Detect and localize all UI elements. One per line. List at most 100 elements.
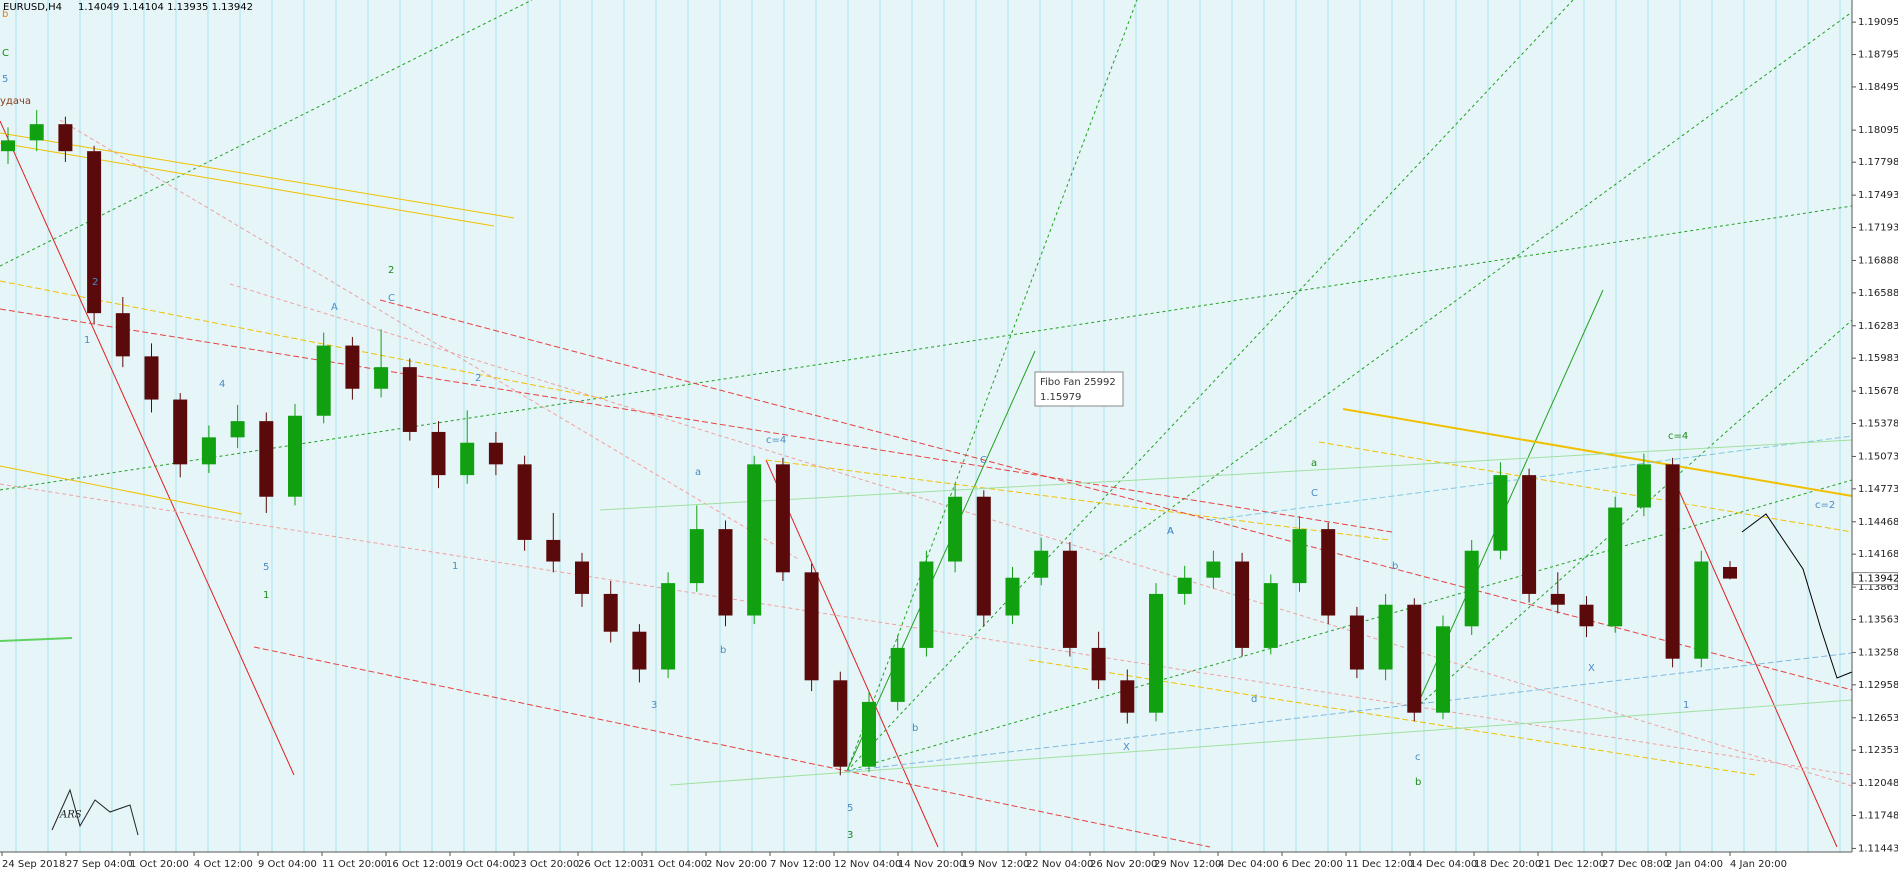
- wave-label: 2: [475, 373, 481, 384]
- wave-label: 1: [263, 590, 269, 601]
- candle-body: [976, 496, 991, 616]
- candle-body: [775, 464, 790, 573]
- x-tick-label: 11 Oct 20:00: [322, 859, 387, 870]
- symbol: EURUSD,H4: [3, 2, 62, 13]
- x-tick-label: 4 Jan 20:00: [1730, 859, 1787, 870]
- y-tick-label: 1.13863: [1858, 582, 1898, 593]
- candle-body: [1407, 604, 1422, 713]
- y-tick-label: 1.12958: [1858, 680, 1898, 691]
- candle-body: [58, 124, 73, 152]
- x-tick-label: 26 Nov 20:00: [1090, 859, 1157, 870]
- wave-label: c: [1415, 752, 1421, 763]
- y-tick-label: 1.14168: [1858, 549, 1898, 560]
- candle-body: [948, 496, 963, 562]
- y-tick-label: 1.18495: [1858, 82, 1898, 93]
- candle-body: [1149, 593, 1163, 713]
- y-tick-label: 1.16888: [1858, 255, 1898, 266]
- x-tick-label: 24 Sep 2018: [2, 859, 65, 870]
- candle-body: [402, 367, 417, 432]
- wave-label: X: [1123, 742, 1130, 753]
- candle-body: [288, 415, 302, 497]
- candle-body: [87, 151, 102, 314]
- wave-label: c=4: [1668, 431, 1688, 442]
- x-tick-label: 2 Nov 20:00: [706, 859, 767, 870]
- x-tick-label: 27 Dec 08:00: [1602, 859, 1669, 870]
- y-tick-label: 1.18095: [1858, 125, 1898, 136]
- candle-body: [1464, 550, 1479, 627]
- wave-label: b: [1415, 777, 1421, 788]
- x-tick-label: 4 Dec 04:00: [1218, 859, 1279, 870]
- plot-background: [0, 0, 1852, 852]
- y-tick-label: 1.12048: [1858, 778, 1898, 789]
- y-tick-label: 1.16588: [1858, 288, 1898, 299]
- candle-body: [345, 345, 360, 389]
- candle-body: [546, 539, 561, 562]
- wave-label: 5: [263, 562, 269, 573]
- x-tick-label: 2 Jan 04:00: [1666, 859, 1723, 870]
- candle-body: [1694, 561, 1709, 659]
- candle-body: [1550, 593, 1565, 605]
- candle-body: [575, 561, 589, 594]
- y-tick-label: 1.12653: [1858, 713, 1898, 724]
- wave-label: b: [2, 9, 8, 20]
- y-tick-label: 1.17193: [1858, 223, 1898, 234]
- candle-body: [230, 421, 245, 438]
- x-tick-label: 26 Oct 12:00: [578, 859, 643, 870]
- wave-label: 5: [2, 74, 8, 85]
- last-price-box: [1852, 572, 1898, 586]
- x-tick-label: 6 Dec 20:00: [1282, 859, 1343, 870]
- quote: 1.14049 1.14104 1.13935 1.13942: [78, 2, 253, 13]
- candle-body: [431, 431, 446, 476]
- wave-label: c=4: [766, 435, 786, 446]
- candle-body: [1, 140, 15, 152]
- y-tick-label: 1.14468: [1858, 517, 1898, 528]
- candle-body: [1120, 680, 1135, 713]
- candle-body: [517, 464, 532, 540]
- wave-label: 2: [92, 277, 98, 288]
- wave-label: удача: [0, 96, 31, 107]
- wave-label: C: [388, 293, 395, 304]
- wave-label: a: [695, 467, 701, 478]
- x-tick-label: 12 Nov 04:00: [834, 859, 901, 870]
- candle-body: [173, 399, 188, 465]
- x-tick-label: 9 Oct 04:00: [258, 859, 317, 870]
- x-tick-label: 21 Dec 12:00: [1538, 859, 1605, 870]
- candle-body: [1235, 561, 1250, 648]
- wave-label: 1: [84, 335, 90, 346]
- x-tick-label: 4 Oct 12:00: [194, 859, 253, 870]
- x-tick-label: 14 Nov 20:00: [898, 859, 965, 870]
- candle-body: [1349, 615, 1364, 670]
- candle-body: [689, 529, 704, 584]
- candle-body: [460, 442, 475, 476]
- y-tick-label: 1.11748: [1858, 811, 1898, 822]
- candle-body: [316, 345, 331, 416]
- candle-body: [115, 313, 130, 357]
- y-tick-label: 1.19095: [1858, 17, 1898, 28]
- candle-body: [718, 529, 733, 616]
- y-tick-label: 1.16283: [1858, 321, 1898, 332]
- x-tick-label: 27 Sep 04:00: [66, 859, 133, 870]
- x-tick-label: 22 Nov 04:00: [1026, 859, 1093, 870]
- candle-body: [1005, 577, 1020, 616]
- candle-body: [29, 124, 44, 141]
- last-price-label: 1.13942: [1858, 574, 1898, 585]
- tooltip-line: Fibo Fan 25992: [1040, 377, 1116, 388]
- price-axis-background: [1852, 0, 1898, 874]
- candle-body: [1378, 604, 1393, 670]
- y-tick-label: 1.13258: [1858, 647, 1898, 658]
- x-tick-label: 23 Oct 20:00: [514, 859, 579, 870]
- wave-label: 5: [847, 803, 853, 814]
- candle-body: [632, 631, 647, 670]
- candle-body: [1608, 507, 1623, 627]
- wave-label: b: [720, 645, 726, 656]
- candle-body: [1436, 626, 1450, 713]
- wave-label: A: [1167, 526, 1174, 537]
- wave-label: b: [1392, 561, 1398, 572]
- candle-body: [1321, 529, 1336, 616]
- x-tick-label: 18 Dec 20:00: [1474, 859, 1541, 870]
- candle-body: [1579, 604, 1594, 627]
- tooltip: Fibo Fan 25992 1.15979: [1034, 371, 1124, 407]
- candle-body: [1206, 561, 1221, 578]
- x-tick-label: 11 Dec 12:00: [1346, 859, 1413, 870]
